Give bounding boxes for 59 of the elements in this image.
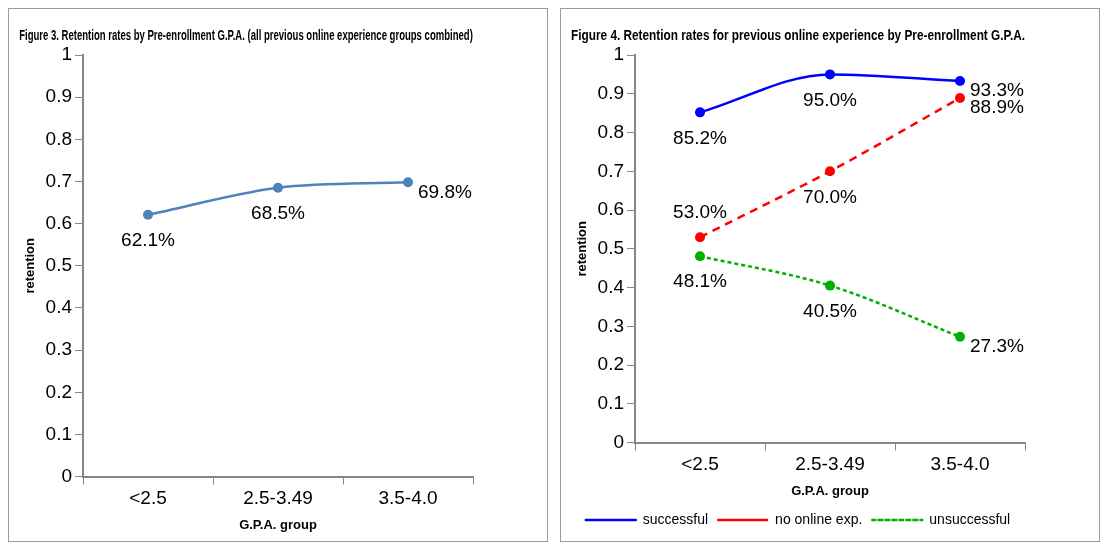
y-tick-label: 0.5 (597, 237, 625, 259)
y-tick-label: 1 (613, 43, 625, 65)
x-tick-label: 2.5-3.49 (795, 453, 865, 475)
point (955, 93, 965, 104)
data-label: 48.1% (673, 270, 728, 292)
y-tick-label: 0.4 (597, 275, 625, 297)
x-axis-title: G.P.A. group (791, 482, 869, 498)
point (403, 177, 413, 188)
x-axis-title: G.P.A. group (239, 516, 317, 532)
y-tick-label: 0.9 (597, 81, 625, 103)
x-tick-label: <2.5 (129, 487, 167, 509)
y-tick-label: 0.2 (45, 380, 73, 402)
y-tick-label: 0.2 (597, 353, 625, 375)
data-label: 95.0% (803, 88, 858, 110)
y-tick-label: 0 (613, 430, 625, 452)
y-tick-label: 0.6 (45, 211, 73, 233)
point (695, 232, 706, 243)
point (695, 107, 706, 118)
y-tick-label: 0.3 (597, 314, 625, 336)
chart-title: Figure 4. Retention rates for previous online experience by Pre-enrollment G.P.A. (571, 26, 1025, 44)
y-tick-label: 0 (61, 464, 73, 486)
data-label: 40.5% (803, 299, 858, 321)
legend-label: no online exp. (775, 510, 863, 527)
y-tick-label: 0.7 (597, 159, 625, 181)
data-label: 27.3% (970, 335, 1024, 357)
point (143, 209, 154, 220)
x-tick-label: 3.5-4.0 (378, 487, 438, 509)
data-label: 53.0% (673, 201, 728, 223)
y-axis-title: retention (22, 237, 38, 294)
point (955, 75, 965, 86)
legend-label: unsuccessful (929, 510, 1011, 527)
data-label: 69.8% (418, 180, 472, 202)
data-label: 85.2% (673, 126, 728, 148)
y-tick-label: 0.3 (45, 338, 73, 360)
x-tick-label: <2.5 (681, 453, 719, 475)
legend-label: successful (642, 510, 709, 527)
y-tick-label: 0.9 (45, 85, 73, 107)
y-tick-label: 0.7 (45, 169, 73, 191)
point (695, 251, 706, 262)
point (955, 331, 965, 342)
y-axis-title: retention (574, 220, 590, 277)
y-tick-label: 1 (61, 43, 73, 65)
point (825, 280, 836, 291)
x-tick-label: 2.5-3.49 (243, 487, 313, 509)
y-tick-label: 0.8 (45, 127, 73, 149)
y-tick-label: 0.1 (45, 422, 73, 444)
point (825, 69, 836, 80)
point (825, 166, 836, 177)
x-tick-label: 3.5-4.0 (930, 453, 990, 475)
y-tick-label: 0.4 (45, 296, 73, 318)
point (273, 182, 284, 193)
y-tick-label: 0.6 (597, 198, 625, 220)
y-tick-label: 0.8 (597, 120, 625, 142)
data-label: 68.5% (251, 202, 306, 224)
data-label: 62.1% (121, 229, 176, 251)
data-label: 70.0% (803, 185, 858, 207)
chart-title: Figure 3. Retention rates by Pre-enrollment G.P.A. (all previous online experience groups combined) (19, 27, 473, 44)
y-tick-label: 0.5 (45, 254, 73, 276)
y-tick-label: 0.1 (597, 392, 625, 414)
